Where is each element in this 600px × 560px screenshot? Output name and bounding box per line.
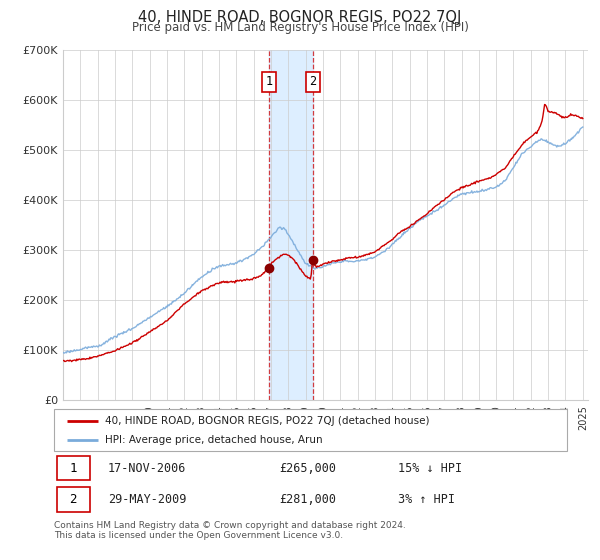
- Text: 15% ↓ HPI: 15% ↓ HPI: [398, 461, 462, 475]
- Text: 40, HINDE ROAD, BOGNOR REGIS, PO22 7QJ (detached house): 40, HINDE ROAD, BOGNOR REGIS, PO22 7QJ (…: [106, 416, 430, 426]
- Text: HPI: Average price, detached house, Arun: HPI: Average price, detached house, Arun: [106, 435, 323, 445]
- Text: 3% ↑ HPI: 3% ↑ HPI: [398, 493, 455, 506]
- FancyBboxPatch shape: [54, 409, 567, 451]
- Text: 2: 2: [69, 493, 77, 506]
- Bar: [269, 50, 313, 400]
- Text: 17-NOV-2006: 17-NOV-2006: [108, 461, 186, 475]
- Text: Contains HM Land Registry data © Crown copyright and database right 2024.
This d: Contains HM Land Registry data © Crown c…: [54, 521, 406, 540]
- Text: 40, HINDE ROAD, BOGNOR REGIS, PO22 7QJ: 40, HINDE ROAD, BOGNOR REGIS, PO22 7QJ: [139, 10, 461, 25]
- Text: £281,000: £281,000: [280, 493, 337, 506]
- Text: 1: 1: [69, 461, 77, 475]
- Text: £265,000: £265,000: [280, 461, 337, 475]
- FancyBboxPatch shape: [56, 456, 90, 480]
- Text: 29-MAY-2009: 29-MAY-2009: [108, 493, 186, 506]
- Text: 2: 2: [309, 76, 316, 88]
- Text: Price paid vs. HM Land Registry's House Price Index (HPI): Price paid vs. HM Land Registry's House …: [131, 21, 469, 34]
- FancyBboxPatch shape: [56, 487, 90, 512]
- Text: 1: 1: [265, 76, 272, 88]
